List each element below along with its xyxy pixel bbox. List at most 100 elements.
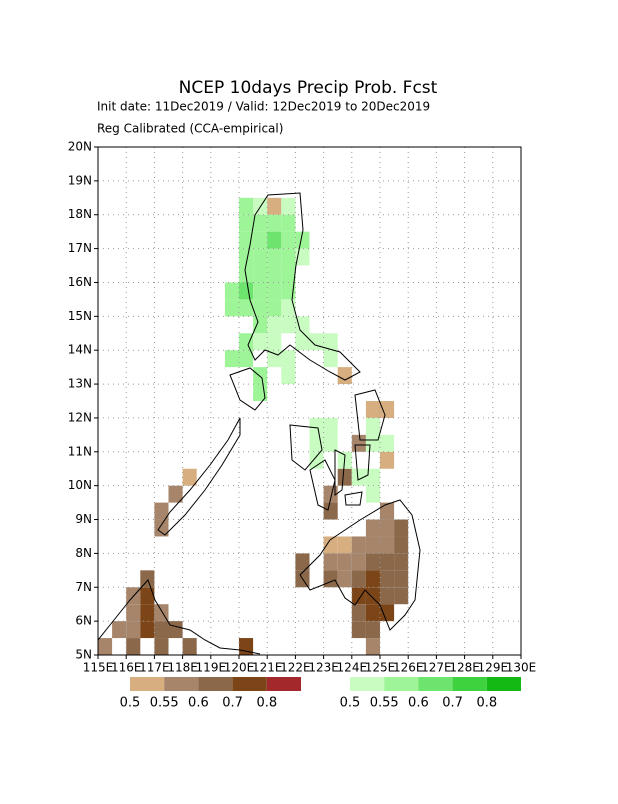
y-tick-label: 18N bbox=[68, 207, 92, 221]
prob-cell bbox=[394, 553, 409, 571]
x-tick-label: 119E bbox=[196, 661, 227, 675]
y-tick-label: 20N bbox=[68, 140, 92, 154]
prob-cell bbox=[323, 485, 338, 503]
prob-cell bbox=[253, 367, 268, 385]
colorbar-label: 0.8 bbox=[476, 696, 497, 711]
colorbar-label: 0.6 bbox=[408, 696, 429, 711]
x-tick-label: 130E bbox=[506, 661, 537, 675]
prob-cell bbox=[253, 265, 268, 283]
y-tick-label: 17N bbox=[68, 241, 92, 255]
prob-cell bbox=[380, 570, 395, 588]
prob-cell bbox=[365, 638, 380, 655]
prob-cell bbox=[281, 316, 296, 334]
prob-cell bbox=[140, 570, 155, 588]
prob-cell bbox=[365, 536, 380, 554]
prob-cell bbox=[281, 282, 296, 300]
colorbar-label: 0.5 bbox=[340, 696, 361, 711]
prob-cell bbox=[365, 570, 380, 588]
title: NCEP 10days Precip Prob. Fcst bbox=[179, 78, 438, 98]
x-tick-label: 118E bbox=[167, 661, 198, 675]
prob-cell bbox=[351, 536, 366, 554]
colorbar-box bbox=[266, 677, 301, 691]
prob-cell bbox=[365, 621, 380, 639]
cells bbox=[98, 197, 409, 655]
colorbar-box bbox=[350, 677, 385, 691]
prob-cell bbox=[351, 621, 366, 639]
prob-cell bbox=[239, 231, 254, 249]
coastline bbox=[97, 579, 261, 655]
prob-cell bbox=[337, 570, 352, 588]
prob-cell bbox=[154, 502, 169, 520]
y-tick-label: 7N bbox=[75, 580, 92, 594]
prob-cell bbox=[154, 519, 169, 537]
coastline bbox=[289, 424, 323, 471]
note: Reg Calibrated (CCA-empirical) bbox=[97, 122, 283, 136]
prob-cell bbox=[140, 587, 155, 605]
prob-cell bbox=[281, 214, 296, 232]
y-tick-label: 13N bbox=[68, 377, 92, 391]
prob-cell bbox=[224, 299, 239, 317]
colorbars: 0.5 0.55 0.6 0.7 0.8 0.5 0.55 0.6 0.7 0.8 bbox=[120, 677, 521, 711]
y-tick-label: 10N bbox=[68, 478, 92, 492]
prob-cell bbox=[239, 197, 254, 215]
colorbar-box bbox=[486, 677, 521, 691]
prob-cell bbox=[295, 333, 310, 351]
prob-cell bbox=[126, 604, 141, 622]
y-tick-label: 5N bbox=[75, 648, 92, 662]
prob-cell bbox=[281, 248, 296, 266]
x-tick-label: 126E bbox=[393, 661, 424, 675]
subtitle: Init date: 11Dec2019 / Valid: 12Dec2019 … bbox=[97, 100, 430, 114]
prob-cell bbox=[323, 553, 338, 571]
prob-cell bbox=[224, 282, 239, 300]
x-tick-label: 122E bbox=[280, 661, 311, 675]
prob-cell bbox=[351, 468, 366, 486]
colorbar-label: 0.7 bbox=[222, 696, 243, 711]
prob-cell bbox=[267, 248, 282, 266]
prob-cell bbox=[140, 621, 155, 639]
prob-cell bbox=[351, 553, 366, 571]
prob-cell bbox=[98, 638, 113, 655]
prob-cell bbox=[365, 434, 380, 452]
prob-cell bbox=[267, 333, 282, 351]
x-tick-label: 116E bbox=[111, 661, 142, 675]
colorbar-label: 0.7 bbox=[442, 696, 463, 711]
prob-cell bbox=[267, 214, 282, 232]
prob-cell bbox=[281, 197, 296, 215]
x-tick-label: 125E bbox=[365, 661, 396, 675]
prob-cell bbox=[380, 519, 395, 537]
prob-cell bbox=[295, 231, 310, 249]
y-tick-label: 15N bbox=[68, 309, 92, 323]
y-tick-label: 12N bbox=[68, 410, 92, 424]
prob-cell bbox=[365, 553, 380, 571]
prob-cell bbox=[394, 570, 409, 588]
prob-cell bbox=[253, 214, 268, 232]
prob-cell bbox=[281, 350, 296, 368]
coastlines bbox=[97, 192, 421, 655]
x-tick-label: 121E bbox=[252, 661, 283, 675]
prob-cell bbox=[323, 502, 338, 520]
prob-cell bbox=[380, 451, 395, 469]
prob-cell bbox=[351, 604, 366, 622]
coastline bbox=[334, 449, 346, 496]
prob-cell bbox=[168, 485, 183, 503]
prob-cell bbox=[380, 434, 395, 452]
prob-cell bbox=[126, 638, 141, 655]
prob-cell bbox=[351, 587, 366, 605]
prob-cell bbox=[365, 587, 380, 605]
x-tick-label: 115E bbox=[83, 661, 114, 675]
prob-cell bbox=[365, 468, 380, 486]
prob-cell bbox=[380, 536, 395, 554]
prob-cell bbox=[267, 265, 282, 283]
prob-cell bbox=[267, 350, 282, 368]
prob-cell bbox=[281, 231, 296, 249]
prob-cell bbox=[253, 299, 268, 317]
x-tick-label: 129E bbox=[478, 661, 509, 675]
prob-cell bbox=[182, 638, 197, 655]
x-tick-label: 117E bbox=[139, 661, 170, 675]
prob-cell bbox=[295, 553, 310, 571]
prob-cell bbox=[394, 519, 409, 537]
colorbar-label: 0.6 bbox=[188, 696, 209, 711]
y-tick-label: 14N bbox=[68, 343, 92, 357]
prob-cell bbox=[112, 621, 127, 639]
prob-cell bbox=[267, 197, 282, 215]
